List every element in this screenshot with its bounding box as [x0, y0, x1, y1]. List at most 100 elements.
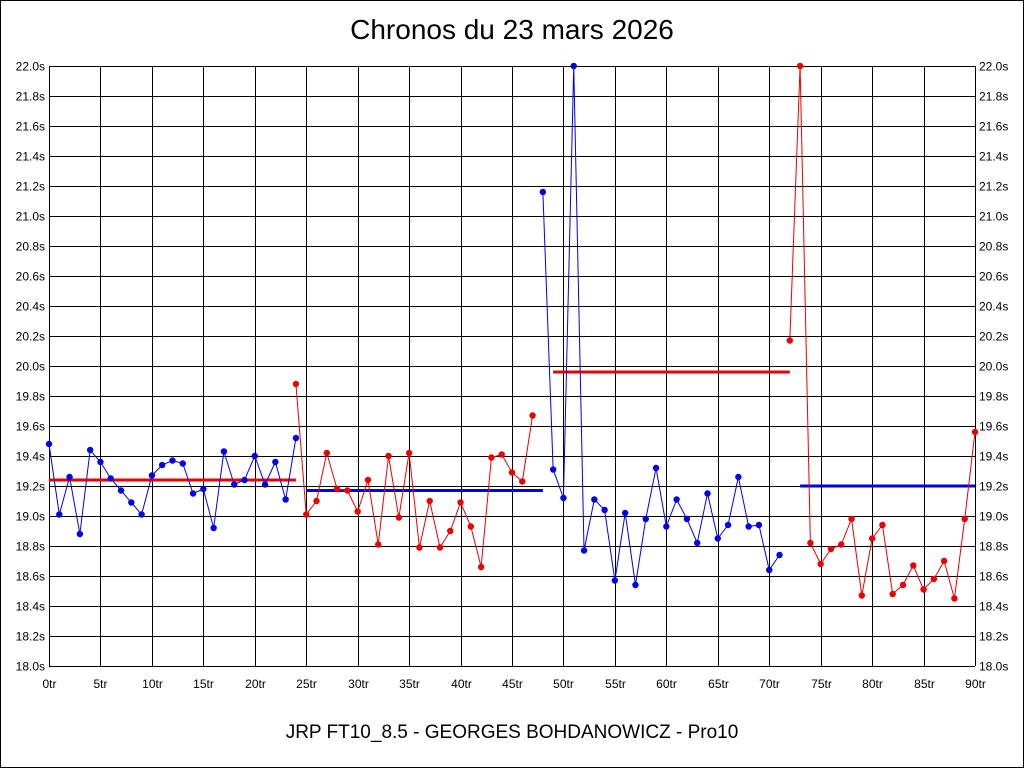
data-point: [848, 515, 855, 523]
y-tick-label-left: 20.2s: [16, 330, 45, 344]
data-point: [292, 434, 300, 442]
x-tick-label: 65tr: [708, 677, 729, 691]
data-point: [920, 586, 927, 593]
series-line: [789, 65, 976, 599]
data-point: [940, 557, 948, 565]
x-tick-label: 90tr: [965, 677, 986, 691]
x-tick-label: 70tr: [759, 677, 780, 691]
data-point: [570, 62, 577, 70]
data-point: [704, 490, 711, 497]
data-point: [303, 511, 310, 518]
data-point: [724, 521, 732, 529]
data-point: [323, 449, 330, 457]
x-tick-label: 35tr: [399, 677, 420, 691]
data-point: [961, 515, 968, 523]
data-point: [580, 547, 588, 554]
y-tick-label-left: 21.0s: [16, 210, 45, 224]
data-point: [231, 481, 238, 488]
data-point: [405, 449, 413, 457]
y-tick-label-left: 21.4s: [16, 150, 45, 164]
data-point: [169, 457, 176, 464]
data-point: [272, 458, 279, 466]
y-tick-label-right: 19.2s: [979, 480, 1008, 494]
x-tick-label: 75tr: [811, 677, 832, 691]
data-point: [642, 515, 649, 523]
data-point: [375, 541, 382, 548]
y-tick-label-right: 19.0s: [979, 510, 1008, 524]
data-point: [148, 472, 156, 479]
data-point: [467, 523, 475, 530]
data-point: [755, 521, 763, 529]
y-tick-label-right: 18.0s: [979, 660, 1008, 674]
data-point: [879, 521, 886, 529]
data-point: [416, 544, 423, 551]
data-point: [694, 539, 701, 547]
y-tick-label-right: 19.6s: [979, 420, 1008, 434]
data-point: [786, 337, 793, 344]
data-point: [457, 499, 464, 506]
data-point: [158, 461, 166, 469]
x-tick-label: 85tr: [914, 677, 935, 691]
data-point: [97, 458, 104, 466]
data-point: [220, 448, 228, 455]
data-point: [776, 551, 783, 559]
y-tick-label-left: 20.6s: [16, 270, 45, 284]
series-lines: [45, 62, 979, 602]
data-point: [549, 466, 557, 473]
data-point: [519, 478, 526, 485]
y-tick-label-right: 22.0s: [979, 60, 1008, 74]
data-point: [86, 446, 94, 454]
y-tick-label-right: 21.0s: [979, 210, 1008, 224]
data-point: [971, 428, 979, 436]
grid-lines: [49, 66, 976, 667]
y-tick-label-left: 19.0s: [16, 510, 45, 524]
y-tick-label-right: 21.2s: [979, 180, 1008, 194]
data-point: [621, 509, 629, 517]
data-point: [436, 544, 444, 551]
data-point: [529, 412, 536, 419]
data-point: [128, 499, 135, 506]
data-point: [663, 523, 670, 530]
y-tick-label-left: 20.4s: [16, 300, 45, 314]
data-point: [683, 515, 691, 523]
x-tick-label: 55tr: [605, 677, 626, 691]
y-tick-label-left: 19.4s: [16, 450, 45, 464]
data-point: [179, 460, 186, 467]
data-point: [673, 496, 680, 503]
data-point: [385, 452, 392, 460]
data-point: [282, 496, 289, 503]
y-tick-label-right: 18.6s: [979, 570, 1008, 584]
x-tick-label: 10tr: [142, 677, 163, 691]
y-tick-label-left: 18.4s: [16, 600, 45, 614]
data-point: [539, 188, 547, 196]
y-tick-label-left: 18.8s: [16, 540, 45, 554]
data-point: [498, 451, 505, 458]
data-point: [591, 496, 598, 503]
y-tick-label-left: 18.0s: [16, 660, 45, 674]
tick-labels: 18.0s 18.0s 18.2s 18.2s 18.4s 18.4s 18.6s 18.6s…: [16, 60, 1009, 692]
data-point: [344, 487, 351, 494]
data-point: [56, 511, 63, 518]
data-point: [632, 581, 639, 589]
y-tick-label-right: 20.6s: [979, 270, 1008, 284]
data-point: [611, 577, 619, 584]
data-point: [364, 476, 372, 484]
data-point: [251, 452, 258, 460]
data-point: [560, 494, 567, 502]
data-point: [714, 535, 721, 542]
data-point: [45, 440, 53, 448]
x-tick-label: 0tr: [42, 677, 56, 691]
x-tick-label: 80tr: [862, 677, 883, 691]
data-point: [488, 454, 495, 461]
y-tick-label-left: 20.8s: [16, 240, 45, 254]
y-tick-label-left: 19.6s: [16, 420, 45, 434]
y-tick-label-left: 18.2s: [16, 630, 45, 644]
data-point: [930, 575, 938, 583]
y-tick-label-right: 19.8s: [979, 390, 1008, 404]
x-tick-label: 50tr: [553, 677, 574, 691]
data-point: [189, 490, 197, 497]
data-point: [796, 62, 804, 70]
x-tick-label: 25tr: [296, 677, 317, 691]
chart-footer: JRP FT10_8.5 - GEORGES BOHDANOWICZ - Pro…: [285, 722, 739, 743]
data-point: [807, 539, 814, 547]
